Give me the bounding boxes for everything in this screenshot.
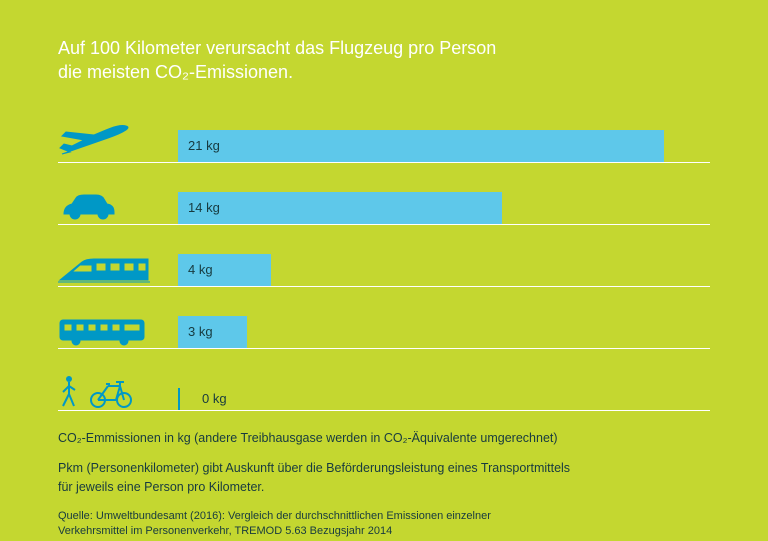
source: Quelle: Umweltbundesamt (2016): Vergleic… bbox=[58, 509, 710, 540]
bar-cell: 3 kg bbox=[178, 316, 710, 348]
bar-label: 14 kg bbox=[178, 200, 220, 215]
bar: 21 kg bbox=[178, 130, 664, 162]
chart-title: Auf 100 Kilometer verursacht das Flugzeu… bbox=[58, 36, 710, 85]
bar: 3 kg bbox=[178, 316, 247, 348]
plane-icon bbox=[58, 120, 178, 162]
bar-label: 3 kg bbox=[178, 324, 213, 339]
train-icon bbox=[58, 256, 178, 286]
bar-cell: 21 kg bbox=[178, 130, 710, 162]
bar-label: 21 kg bbox=[178, 138, 220, 153]
row-plane: 21 kg bbox=[58, 113, 710, 163]
walker-bike-icon bbox=[58, 374, 178, 410]
infographic-canvas: Auf 100 Kilometer verursacht das Flugzeu… bbox=[0, 0, 768, 541]
row-train: 4 kg bbox=[58, 237, 710, 287]
bar-cell: 14 kg bbox=[178, 192, 710, 224]
bar-label: 4 kg bbox=[178, 262, 213, 277]
note-2-line2: für jeweils eine Person pro Kilometer. bbox=[58, 478, 710, 497]
bar: 4 kg bbox=[178, 254, 271, 286]
bus-icon bbox=[58, 316, 178, 348]
row-walk-bike: 0 kg bbox=[58, 361, 710, 411]
note-2: Pkm (Personenkilometer) gibt Auskunft üb… bbox=[58, 459, 710, 497]
car-icon bbox=[58, 192, 178, 224]
bar-cell: 0 kg bbox=[178, 388, 710, 410]
note-2-line1: Pkm (Personenkilometer) gibt Auskunft üb… bbox=[58, 459, 710, 478]
bar-rows: 21 kg 14 kg bbox=[58, 113, 710, 411]
bar-label: 0 kg bbox=[192, 391, 227, 406]
bar: 0 kg bbox=[178, 388, 180, 410]
bar-cell: 4 kg bbox=[178, 254, 710, 286]
row-car: 14 kg bbox=[58, 175, 710, 225]
footnotes: CO₂-Emmissionen in kg (andere Treibhausg… bbox=[58, 429, 710, 540]
note-1: CO₂-Emmissionen in kg (andere Treibhausg… bbox=[58, 429, 710, 448]
source-line2: Verkehrsmittel im Personenverkehr, TREMO… bbox=[58, 524, 710, 539]
bar: 14 kg bbox=[178, 192, 502, 224]
row-bus: 3 kg bbox=[58, 299, 710, 349]
source-line1: Quelle: Umweltbundesamt (2016): Vergleic… bbox=[58, 509, 710, 524]
